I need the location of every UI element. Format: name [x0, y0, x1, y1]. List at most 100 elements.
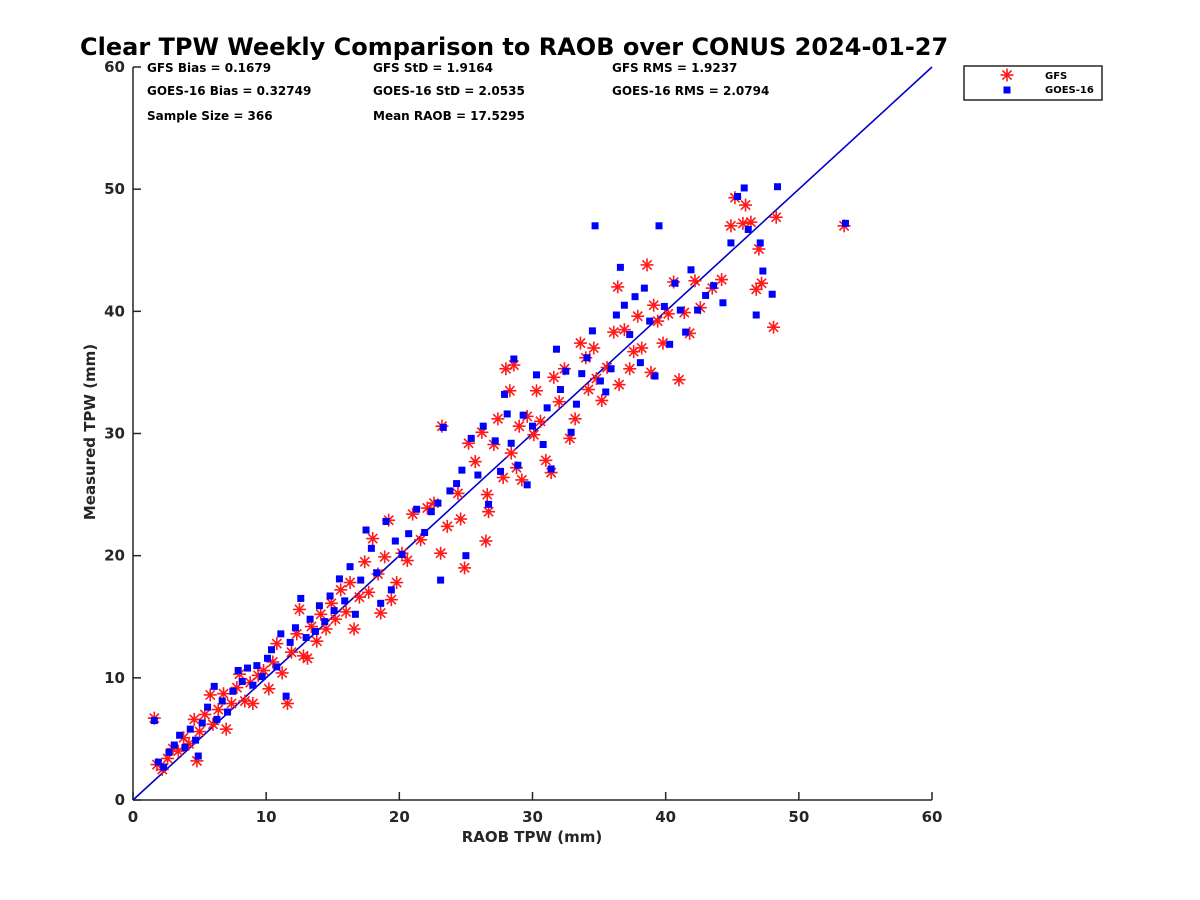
goes16-point — [616, 263, 624, 271]
goes16-point — [485, 500, 493, 508]
goes16-point — [523, 481, 531, 489]
goes16-point — [740, 184, 748, 192]
goes16-point — [671, 279, 679, 287]
series-goes-16 — [150, 183, 849, 771]
gfs-point — [767, 320, 781, 334]
goes16-point — [510, 355, 518, 363]
goes16-point — [458, 466, 466, 474]
goes16-point — [620, 301, 628, 309]
stat-text: Mean RAOB = 17.5295 — [373, 109, 525, 123]
x-tick-label: 20 — [389, 808, 410, 826]
goes16-point — [774, 183, 782, 191]
goes16-point — [160, 763, 168, 771]
gfs-point — [547, 370, 561, 384]
gfs-point — [607, 325, 621, 339]
goes16-point — [529, 422, 536, 430]
gfs-point — [458, 561, 472, 575]
y-tick-label: 30 — [104, 425, 125, 443]
x-tick-label: 30 — [522, 808, 543, 826]
goes16-point — [204, 703, 212, 711]
gfs-point — [374, 606, 388, 620]
goes16-point — [224, 708, 232, 716]
gfs-point — [504, 446, 518, 460]
goes16-point — [198, 719, 206, 727]
goes16-point — [556, 386, 564, 394]
legend-gfs-label: GFS — [1045, 71, 1067, 82]
y-ticks: 0 10 20 30 40 50 60 — [104, 58, 141, 809]
goes16-point — [186, 725, 194, 733]
gfs-point — [769, 210, 783, 224]
stat-text: GOES-16 RMS = 2.0794 — [612, 84, 769, 98]
goes16-point — [244, 664, 252, 672]
goes16-point — [507, 439, 515, 447]
goes16-point — [165, 748, 173, 756]
goes16-point — [756, 239, 764, 247]
goes16-point — [277, 630, 285, 638]
goes16-point — [759, 267, 767, 275]
gfs-point — [434, 546, 448, 560]
goes16-point — [562, 367, 570, 375]
gfs-point — [300, 651, 314, 665]
goes16-point — [306, 615, 314, 623]
goes16-point — [626, 331, 634, 339]
goes16-point — [462, 552, 470, 560]
legend: GFS GOES-16 — [963, 65, 1103, 101]
goes16-point — [655, 222, 663, 230]
goes16-point — [607, 365, 615, 373]
x-tick-label: 0 — [128, 808, 138, 826]
gfs-point — [749, 282, 763, 296]
goes16-point — [439, 423, 447, 431]
gfs-point — [225, 696, 239, 710]
goes16-point — [591, 222, 599, 230]
gfs-point — [384, 593, 398, 607]
goes16-point — [744, 225, 752, 233]
gfs-point — [611, 280, 625, 294]
gfs-point — [688, 274, 702, 288]
gfs-point — [378, 550, 392, 564]
gfs-point — [672, 373, 686, 387]
gfs-point — [587, 341, 601, 355]
goes16-point — [434, 499, 442, 507]
x-ticks: 0 10 20 30 40 50 60 — [128, 792, 943, 826]
gfs-point — [390, 576, 404, 590]
goes16-point — [357, 576, 365, 584]
gfs-point — [246, 696, 260, 710]
gfs-point — [182, 737, 196, 751]
goes16-point — [382, 517, 390, 525]
gfs-point — [343, 576, 357, 590]
goes16-point — [453, 480, 461, 488]
goes16-point — [596, 377, 604, 385]
gfs-point — [647, 298, 661, 312]
goes16-point — [702, 291, 710, 299]
legend-box — [963, 65, 1103, 101]
gfs-point — [406, 507, 420, 521]
gfs-point — [440, 519, 454, 533]
goes16-point — [176, 731, 184, 739]
x-tick-label: 10 — [256, 808, 277, 826]
stat-text: GFS StD = 1.9164 — [373, 61, 493, 75]
goes16-point — [666, 340, 674, 348]
y-tick-label: 60 — [104, 58, 125, 76]
gfs-point — [480, 488, 494, 502]
goes16-point — [503, 410, 511, 418]
goes16-point — [631, 293, 639, 301]
goes16-point — [768, 290, 776, 298]
goes16-point — [373, 569, 381, 577]
stat-text: GFS Bias = 0.1679 — [147, 61, 271, 75]
gfs-point — [617, 323, 631, 337]
gfs-point — [451, 486, 465, 500]
gfs-point — [527, 428, 541, 442]
gfs-point — [352, 590, 366, 604]
goes16-point — [694, 306, 702, 314]
gfs-point — [314, 607, 328, 621]
gfs-point — [563, 431, 577, 445]
goes16-point — [341, 597, 349, 605]
goes16-point — [497, 467, 505, 475]
y-tick-label: 0 — [115, 791, 125, 809]
gfs-point — [568, 412, 582, 426]
gfs-point — [755, 276, 769, 290]
goes16-point — [734, 192, 742, 200]
goes16-point — [263, 654, 271, 662]
gfs-point — [187, 712, 201, 726]
x-tick-label: 60 — [922, 808, 943, 826]
